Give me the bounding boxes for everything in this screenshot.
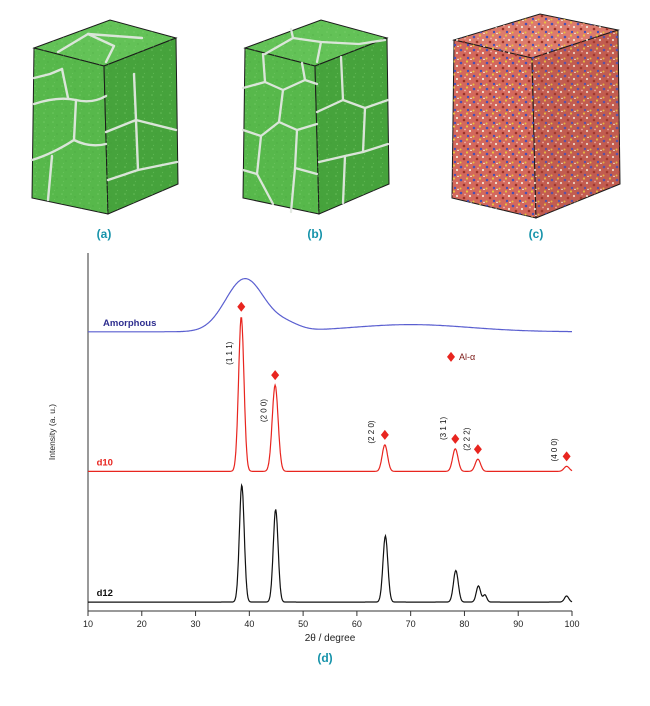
panel-b: (b) bbox=[235, 12, 395, 241]
atom-texture bbox=[243, 20, 389, 214]
simulation-panels: (a) bbox=[0, 0, 650, 241]
svg-text:80: 80 bbox=[459, 619, 469, 629]
amorphous-box-c bbox=[451, 13, 621, 219]
y-axis-label: Intensity (a. u.) bbox=[47, 404, 57, 460]
polycrystal-box-a bbox=[30, 19, 179, 215]
series-line-Amorphous bbox=[88, 278, 572, 333]
peak-marker-diamond-icon bbox=[380, 429, 389, 440]
xrd-chart: 10 20 30 40 50 60 70 80 90 100 2θ / degree Intensit… bbox=[47, 253, 580, 644]
peak-marker-diamond-icon bbox=[451, 433, 460, 444]
x-axis-label: 2θ / degree bbox=[305, 633, 356, 644]
x-tick-labels: 10 20 30 40 50 60 70 80 90 100 bbox=[83, 611, 580, 629]
legend-label: Al-α bbox=[459, 352, 475, 362]
legend-diamond-icon bbox=[447, 351, 455, 362]
peak-marker-diamond-icon bbox=[562, 451, 571, 462]
panel-label-a: (a) bbox=[96, 227, 112, 241]
hkl-label: (1 1 1) bbox=[225, 341, 234, 364]
panel-label-c: (c) bbox=[528, 227, 544, 241]
hkl-label: (2 0 0) bbox=[260, 399, 269, 422]
svg-text:90: 90 bbox=[513, 619, 523, 629]
series-line-d12 bbox=[88, 483, 573, 603]
peak-marker-diamond-icon bbox=[271, 370, 280, 381]
atom-speckles bbox=[452, 14, 620, 218]
hkl-label: (4 0 0) bbox=[550, 438, 559, 461]
svg-text:10: 10 bbox=[83, 619, 93, 629]
svg-text:70: 70 bbox=[406, 619, 416, 629]
panel-c: (c) bbox=[446, 8, 626, 241]
svg-text:50: 50 bbox=[298, 619, 308, 629]
peak-marker-diamond-icon bbox=[473, 444, 482, 455]
hkl-label: (3 1 1) bbox=[439, 417, 448, 440]
series-line-d10 bbox=[88, 317, 573, 472]
series-label-d10: d10 bbox=[97, 457, 113, 468]
xrd-plot-section: 10 20 30 40 50 60 70 80 90 100 2θ / degree Intensit… bbox=[0, 247, 650, 665]
panel-a: (a) bbox=[24, 12, 184, 241]
panel-label-b: (b) bbox=[307, 227, 323, 241]
peak-marker-diamond-icon bbox=[237, 301, 246, 312]
panel-label-d: (d) bbox=[317, 651, 333, 665]
hkl-label: (2 2 0) bbox=[367, 420, 376, 443]
polycrystal-box-b bbox=[241, 19, 390, 215]
hkl-label: (2 2 2) bbox=[462, 427, 471, 450]
series-label-Amorphous: Amorphous bbox=[103, 318, 156, 329]
svg-text:30: 30 bbox=[191, 619, 201, 629]
grain-boundary-lines bbox=[30, 32, 179, 202]
series-label-d12: d12 bbox=[97, 588, 113, 599]
svg-text:100: 100 bbox=[564, 619, 579, 629]
svg-text:60: 60 bbox=[352, 619, 362, 629]
svg-text:40: 40 bbox=[244, 619, 254, 629]
svg-text:20: 20 bbox=[137, 619, 147, 629]
atom-texture bbox=[32, 20, 178, 214]
grain-boundary-lines bbox=[241, 27, 390, 214]
